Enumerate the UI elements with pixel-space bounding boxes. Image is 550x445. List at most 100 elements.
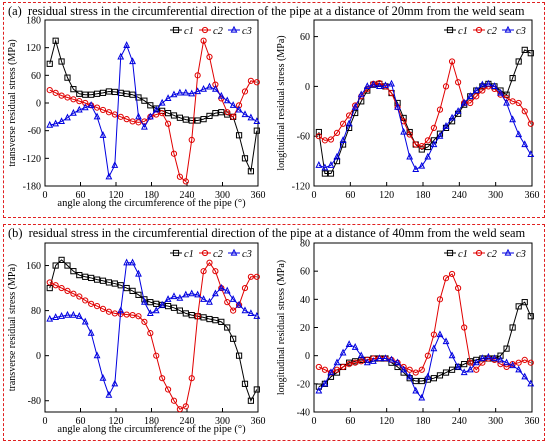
data-point-c2 <box>206 53 213 60</box>
data-point-c1 <box>176 114 184 121</box>
x-tick-label: 60 <box>76 416 86 427</box>
data-point-c2 <box>206 259 213 266</box>
data-point-c1 <box>176 307 184 314</box>
data-point-c1 <box>88 91 95 98</box>
data-point-c3 <box>412 386 420 394</box>
data-point-c2 <box>58 92 65 99</box>
data-point-c1 <box>253 386 260 393</box>
data-point-c3 <box>333 358 341 366</box>
data-point-c3 <box>229 101 237 108</box>
data-point-c1 <box>230 335 237 342</box>
data-point-c1 <box>461 361 468 368</box>
x-tick-label: 240 <box>180 416 195 427</box>
data-point-c3 <box>64 310 71 318</box>
data-point-c1 <box>105 279 113 286</box>
data-point-c1 <box>52 262 59 269</box>
data-point-c3 <box>182 290 190 298</box>
legend-label-c3: c3 <box>516 249 526 260</box>
data-point-c1 <box>64 262 71 269</box>
data-point-c3 <box>375 82 383 89</box>
data-point-c1 <box>436 372 444 379</box>
data-point-c3 <box>200 295 207 302</box>
data-point-c2 <box>339 120 347 127</box>
data-point-c2 <box>164 386 172 393</box>
data-point-c3 <box>527 379 535 387</box>
data-point-c2 <box>527 359 534 366</box>
legend-marker-c1 <box>172 249 180 257</box>
data-point-c2 <box>333 366 341 373</box>
data-point-c3 <box>111 161 119 168</box>
data-point-c3 <box>466 365 474 373</box>
data-point-c3 <box>111 379 119 387</box>
data-point-c3 <box>194 87 202 95</box>
data-point-c2 <box>315 363 322 371</box>
data-point-c3 <box>454 107 462 114</box>
data-point-c1 <box>147 102 154 109</box>
data-point-c3 <box>93 351 101 359</box>
data-point-c1 <box>424 143 431 151</box>
data-point-c3 <box>69 310 77 318</box>
x-tick-label: 0 <box>43 190 48 201</box>
data-point-c1 <box>82 91 89 98</box>
data-point-c3 <box>400 127 408 135</box>
data-point-c3 <box>436 131 444 139</box>
data-point-c3 <box>176 293 184 301</box>
x-axis-label: angle along the circumference of the pip… <box>57 198 246 209</box>
data-point-c3 <box>339 136 347 143</box>
data-point-c2 <box>521 356 528 363</box>
data-point-c2 <box>200 37 207 44</box>
data-point-c3 <box>152 105 160 113</box>
data-point-c3 <box>406 372 414 380</box>
data-point-c2 <box>352 359 359 366</box>
data-point-c1 <box>188 117 195 124</box>
data-point-c1 <box>212 110 219 117</box>
data-point-c3 <box>223 96 231 104</box>
data-point-c2 <box>436 296 444 303</box>
data-point-c2 <box>473 93 480 100</box>
data-point-c3 <box>164 295 172 302</box>
data-point-c1 <box>497 352 504 359</box>
data-point-c2 <box>412 141 419 148</box>
data-point-c3 <box>235 105 243 113</box>
data-point-c1 <box>123 284 130 292</box>
data-point-c2 <box>515 99 522 107</box>
x-tick-label: 120 <box>379 416 394 427</box>
data-point-c3 <box>123 41 131 48</box>
y-axis-label: longitudinal residual stress (MPa) <box>276 35 287 170</box>
data-point-c1 <box>515 303 522 310</box>
data-point-c1 <box>241 380 249 387</box>
data-point-c3 <box>58 117 65 125</box>
legend-label-c1: c1 <box>458 249 468 260</box>
data-point-c3 <box>241 306 249 314</box>
data-point-c2 <box>253 79 260 86</box>
data-point-c3 <box>200 84 207 92</box>
data-point-c3 <box>515 365 523 373</box>
data-point-c3 <box>211 289 219 297</box>
y-tick-label: -60 <box>28 126 41 137</box>
data-point-c1 <box>315 383 322 390</box>
data-point-c3 <box>369 357 377 364</box>
y-tick-label: -120 <box>23 154 41 165</box>
data-point-c3 <box>472 86 480 94</box>
data-point-c2 <box>105 308 113 315</box>
data-point-c2 <box>448 58 456 65</box>
data-point-c3 <box>194 290 202 298</box>
data-point-c2 <box>412 369 419 376</box>
data-point-c2 <box>455 79 462 86</box>
data-point-c3 <box>129 258 136 266</box>
legend-marker-c3 <box>230 25 238 33</box>
data-point-c1 <box>448 366 456 373</box>
data-point-c2 <box>315 133 322 140</box>
data-point-c2 <box>430 124 437 132</box>
data-point-c1 <box>346 124 353 132</box>
data-point-c1 <box>70 268 77 275</box>
x-tick-label: 300 <box>488 416 503 427</box>
data-point-c1 <box>206 315 213 323</box>
data-point-c2 <box>346 361 353 368</box>
data-point-c2 <box>230 307 237 314</box>
data-point-c2 <box>76 293 83 300</box>
legend-label-c1: c1 <box>458 26 468 37</box>
data-point-c1 <box>111 88 118 96</box>
data-point-c3 <box>527 150 535 158</box>
data-point-c1 <box>64 74 71 81</box>
